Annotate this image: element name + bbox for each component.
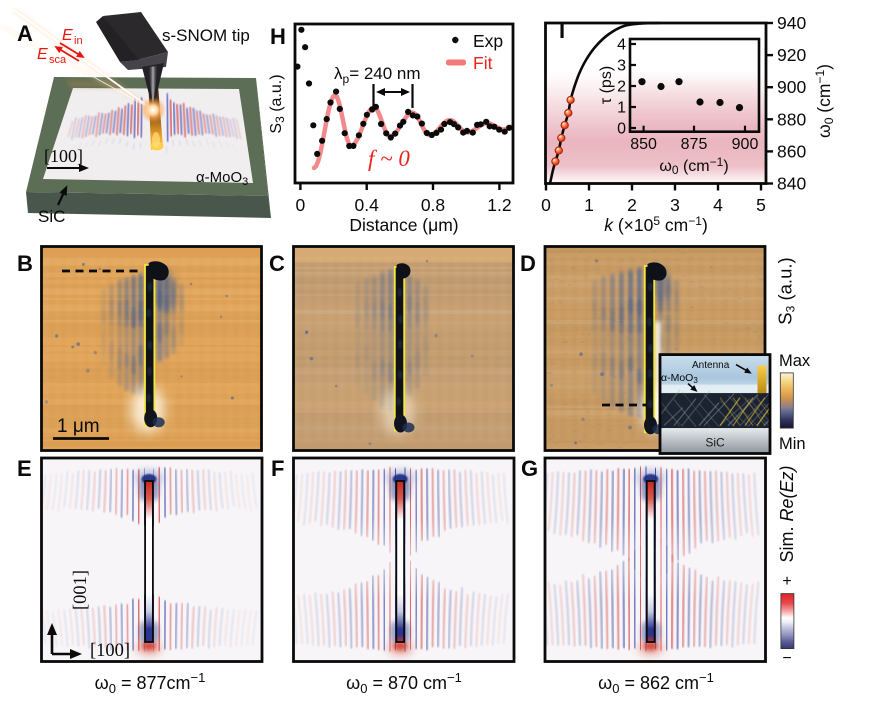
- svg-text:940: 940: [777, 13, 806, 33]
- svg-text:Sim. Re(Ez): Sim. Re(Ez): [777, 465, 797, 562]
- svg-text:2: 2: [627, 195, 637, 215]
- svg-text:4: 4: [617, 37, 626, 54]
- svg-text:0: 0: [541, 195, 551, 215]
- svg-text:H: H: [270, 24, 286, 49]
- svg-text:0: 0: [617, 121, 626, 138]
- svg-text:5: 5: [756, 195, 766, 215]
- svg-text:Max: Max: [779, 352, 811, 370]
- svg-text:sca: sca: [49, 54, 67, 66]
- svg-text:Exp: Exp: [473, 31, 503, 51]
- svg-text:850: 850: [630, 136, 657, 153]
- svg-text:C: C: [269, 251, 285, 276]
- svg-text:ω0 = 862 cm−1: ω0 = 862 cm−1: [598, 670, 714, 696]
- svg-text:[100]: [100]: [90, 641, 130, 661]
- svg-text:S3 (a.u.): S3 (a.u.): [268, 74, 287, 133]
- svg-text:D: D: [520, 251, 536, 276]
- svg-text:Min: Min: [779, 435, 806, 453]
- svg-text:0.4: 0.4: [355, 195, 380, 215]
- svg-text:1.2: 1.2: [487, 195, 511, 215]
- svg-text:Antenna: Antenna: [692, 360, 730, 371]
- svg-text:α-MoO3: α-MoO3: [661, 372, 698, 385]
- svg-text:SiC: SiC: [705, 436, 725, 450]
- svg-text:1: 1: [584, 195, 594, 215]
- svg-text:0: 0: [296, 195, 306, 215]
- svg-text:f ~ 0: f ~ 0: [368, 146, 410, 171]
- svg-text:F: F: [271, 456, 284, 481]
- svg-text:λp= 240 nm: λp= 240 nm: [334, 64, 421, 86]
- svg-text:k (×105 cm−1): k (×105 cm−1): [604, 214, 708, 235]
- svg-text:G: G: [521, 456, 538, 481]
- svg-text:E: E: [37, 46, 48, 63]
- svg-text:I: I: [559, 18, 565, 43]
- svg-text:α-MoO3: α-MoO3: [196, 169, 248, 188]
- svg-text:3: 3: [617, 58, 626, 75]
- svg-text:1 μm: 1 μm: [57, 416, 100, 437]
- svg-text:+: +: [782, 573, 791, 590]
- svg-text:E: E: [62, 27, 73, 44]
- svg-text:τ (ps): τ (ps): [598, 66, 615, 104]
- svg-text:875: 875: [681, 136, 708, 153]
- svg-text:2: 2: [617, 79, 626, 96]
- svg-text:in: in: [74, 35, 83, 47]
- svg-text:880: 880: [777, 109, 806, 129]
- svg-text:s-SNOM tip: s-SNOM tip: [162, 26, 250, 45]
- svg-text:860: 860: [777, 141, 806, 161]
- svg-text:[001]: [001]: [71, 570, 91, 610]
- svg-text:SiC: SiC: [38, 207, 65, 226]
- svg-text:B: B: [17, 251, 33, 276]
- svg-text:Distance (μm): Distance (μm): [349, 215, 458, 235]
- svg-text:920: 920: [777, 45, 806, 65]
- svg-text:840: 840: [777, 174, 806, 194]
- svg-text:900: 900: [732, 136, 759, 153]
- svg-text:−: −: [782, 650, 791, 667]
- svg-text:3: 3: [670, 195, 680, 215]
- svg-text:4: 4: [713, 195, 723, 215]
- svg-text:[100]: [100]: [44, 146, 83, 166]
- svg-text:900: 900: [777, 77, 806, 97]
- svg-text:S3 (a.u.): S3 (a.u.): [775, 257, 798, 324]
- svg-text:E: E: [17, 456, 32, 481]
- svg-text:0.8: 0.8: [421, 195, 445, 215]
- svg-text:A: A: [17, 21, 33, 46]
- svg-text:Fit: Fit: [473, 53, 493, 73]
- svg-text:1: 1: [617, 100, 626, 117]
